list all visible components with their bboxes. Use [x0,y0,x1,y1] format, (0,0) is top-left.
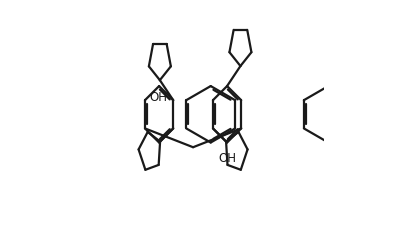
Text: OH: OH [218,152,236,165]
Text: OH: OH [150,91,168,104]
